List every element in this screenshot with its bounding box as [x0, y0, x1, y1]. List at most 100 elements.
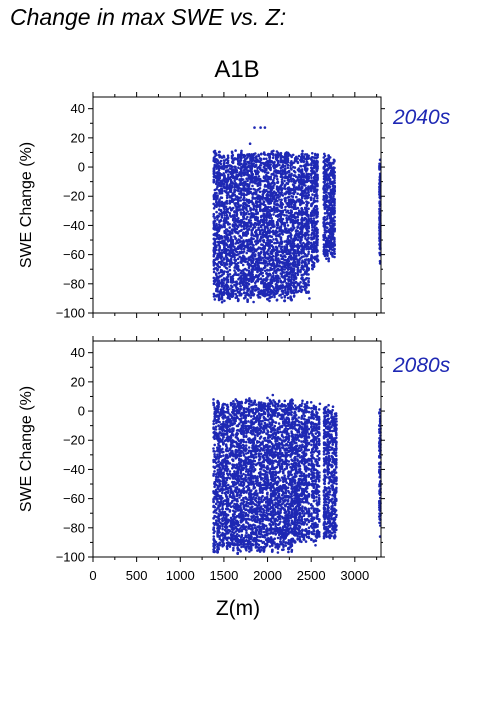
data-point [294, 272, 297, 275]
data-point [213, 450, 216, 453]
data-point [217, 215, 221, 218]
data-point [213, 530, 216, 533]
data-point [289, 239, 292, 242]
data-point [266, 226, 270, 230]
y-tick-label: 40 [71, 101, 85, 116]
data-point [228, 202, 232, 205]
data-point [296, 161, 300, 165]
data-point [213, 549, 216, 553]
data-point [302, 255, 306, 258]
data-point [240, 228, 243, 232]
data-point [290, 298, 294, 301]
data-point [217, 234, 221, 237]
data-point [213, 470, 216, 473]
data-point [280, 178, 284, 181]
data-point [254, 192, 258, 196]
data-point [249, 187, 253, 191]
data-point [218, 265, 221, 269]
data-point [218, 244, 221, 248]
data-point [279, 236, 283, 240]
data-point [257, 175, 261, 178]
data-point [237, 155, 240, 159]
data-point [250, 208, 253, 211]
data-point [242, 291, 246, 295]
data-point [323, 152, 326, 156]
data-point [316, 235, 319, 238]
data-point [220, 249, 224, 252]
data-point [316, 184, 319, 188]
data-point [271, 258, 275, 261]
data-point [296, 273, 300, 277]
data-point [243, 287, 246, 291]
data-point [275, 175, 279, 178]
data-point [230, 150, 234, 154]
data-point [234, 259, 237, 263]
data-point [226, 278, 230, 282]
data-point [228, 251, 231, 255]
data-point [225, 202, 229, 205]
data-point [296, 192, 300, 195]
data-point [326, 182, 329, 186]
data-point [254, 156, 258, 160]
data-point [307, 230, 310, 233]
data-point [216, 194, 219, 197]
data-point [222, 182, 226, 185]
data-point [297, 263, 301, 266]
data-point [216, 290, 219, 293]
data-point [233, 245, 236, 249]
data-point [323, 215, 327, 219]
data-point [316, 243, 319, 247]
data-point [228, 265, 231, 268]
data-point [281, 292, 285, 296]
data-point [307, 207, 310, 210]
data-point [213, 219, 217, 223]
data-point [307, 163, 310, 167]
data-point [271, 245, 275, 249]
data-point [269, 166, 272, 169]
data-point [219, 162, 223, 166]
data-point [307, 186, 311, 190]
data-point [293, 190, 297, 194]
data-point [222, 284, 226, 287]
data-point [252, 300, 255, 304]
data-point [216, 196, 219, 200]
data-point [234, 292, 237, 296]
data-point [228, 273, 232, 276]
data-point [307, 267, 311, 270]
data-point [242, 240, 246, 244]
data-point [252, 213, 256, 216]
data-point [234, 189, 238, 192]
data-point [240, 162, 243, 166]
data-point [286, 224, 290, 227]
data-point [217, 229, 221, 233]
data-point [333, 215, 337, 219]
data-point [333, 186, 337, 189]
data-point [233, 252, 236, 255]
data-point [281, 209, 285, 213]
data-point [281, 166, 285, 169]
data-point [212, 474, 215, 477]
data-point [219, 288, 223, 292]
data-point [333, 230, 336, 233]
data-point [273, 183, 276, 186]
data-point [229, 257, 233, 261]
data-point [333, 206, 336, 210]
data-point [265, 157, 268, 161]
data-point [316, 228, 319, 231]
data-point [327, 159, 330, 162]
data-point [284, 205, 287, 209]
data-point [235, 171, 238, 174]
data-point [305, 210, 309, 214]
data-point [215, 153, 218, 157]
data-point [333, 198, 336, 201]
data-point [226, 270, 230, 274]
data-point [250, 240, 254, 244]
data-point [220, 225, 224, 229]
data-point [231, 285, 234, 289]
data-point [296, 218, 300, 222]
data-point [280, 245, 284, 248]
data-point [263, 247, 267, 250]
data-point [240, 274, 243, 278]
data-point [213, 252, 217, 255]
data-point [325, 190, 328, 194]
